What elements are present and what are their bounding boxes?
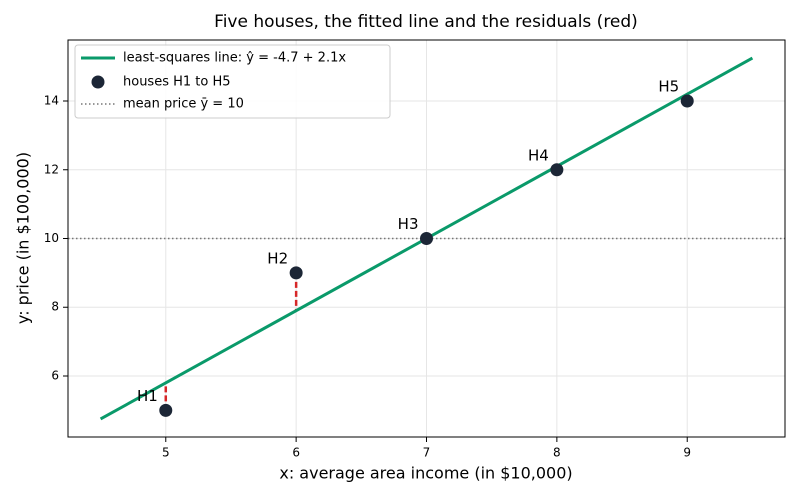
legend-label: least-squares line: ŷ = -4.7 + 2.1x [123, 51, 346, 66]
point-label: H4 [528, 146, 549, 164]
legend-box [74, 44, 391, 119]
house-point [420, 232, 433, 245]
y-axis-label: y: price (in $100,000) [14, 152, 33, 324]
x-tick-label: 5 [162, 446, 170, 460]
x-tick-label: 7 [423, 446, 431, 460]
house-point [289, 266, 303, 280]
legend-label: mean price ȳ = 10 [123, 97, 244, 112]
y-tick-label: 12 [44, 162, 59, 176]
x-axis-label: x: average area income (in $10,000) [279, 464, 572, 483]
legend-marker [91, 75, 105, 89]
house-point [680, 94, 694, 108]
y-tick-label: 14 [44, 94, 59, 108]
point-label: H5 [658, 78, 679, 96]
house-point [550, 163, 564, 177]
x-tick-label: 8 [553, 446, 561, 460]
y-tick-label: 8 [51, 300, 59, 314]
point-label: H3 [398, 215, 419, 233]
plot-frame [67, 39, 786, 438]
x-tick-label: 9 [683, 446, 691, 460]
point-label: H1 [137, 387, 158, 405]
x-tick-label: 6 [292, 446, 300, 460]
legend-label: houses H1 to H5 [123, 75, 231, 90]
y-tick-label: 6 [51, 368, 59, 382]
point-label: H2 [267, 249, 288, 267]
y-tick-label: 10 [44, 231, 59, 245]
house-point [159, 403, 173, 417]
chart-title: Five houses, the fitted line and the res… [214, 12, 638, 32]
